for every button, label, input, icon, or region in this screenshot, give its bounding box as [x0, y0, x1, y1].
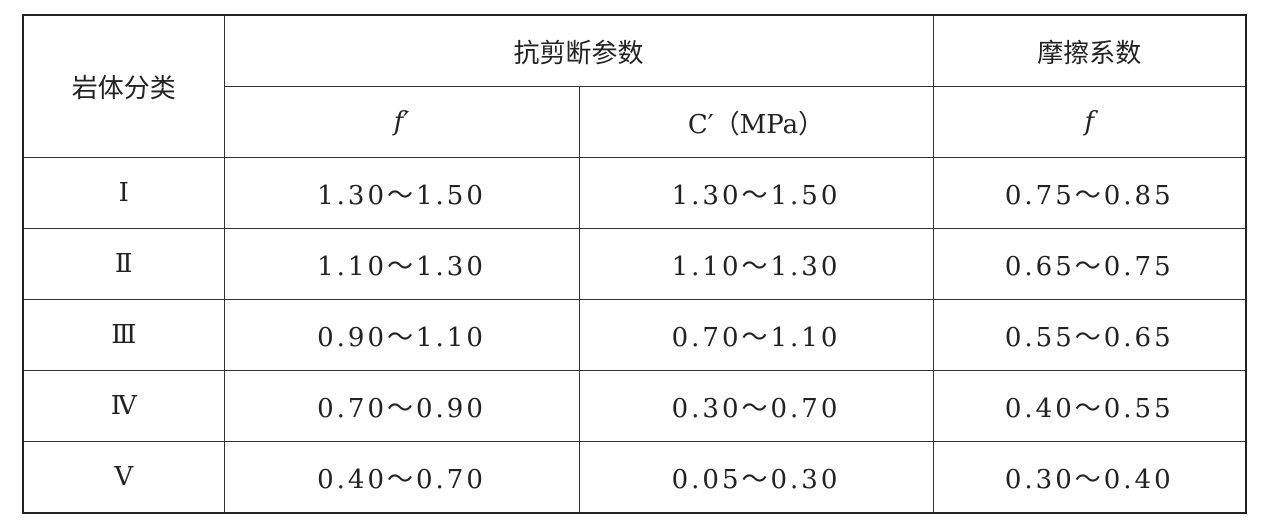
subheader-cell: f — [932, 86, 1247, 158]
header-row: 岩体分类 抗剪断参数 摩擦系数 — [22, 14, 1247, 158]
table-row: Ⅴ 0.40～0.70 0.05～0.30 0.30～0.40 — [22, 441, 1247, 514]
value-cell: 0.05～0.30 — [578, 441, 934, 514]
value-cell: 1.30～1.50 — [578, 157, 934, 229]
subheader-cell: C′（MPa） — [578, 86, 934, 158]
subheader-row: f′ C′（MPa） f — [23, 86, 1247, 158]
value-cell: 0.40～0.70 — [223, 441, 580, 514]
header-cell: 岩体分类 — [22, 14, 225, 158]
value-cell: 0.75～0.85 — [932, 157, 1247, 229]
value-cell: 0.30～0.40 — [932, 441, 1247, 514]
header-cell: 抗剪断参数 — [223, 14, 934, 87]
value-cell: 0.65～0.75 — [932, 228, 1247, 300]
row-label: Ⅳ — [22, 370, 225, 442]
table-row: Ⅱ 1.10～1.30 1.10～1.30 0.65～0.75 — [22, 228, 1247, 300]
value-cell: 1.10～1.30 — [223, 228, 580, 300]
value-cell: 0.40～0.55 — [932, 370, 1247, 442]
value-cell: 0.30～0.70 — [578, 370, 934, 442]
table-row: Ⅳ 0.70～0.90 0.30～0.70 0.40～0.55 — [22, 370, 1247, 442]
data-table: 岩体分类 抗剪断参数 摩擦系数 f′ C′（MPa） f Ⅰ 1.30～1.50 1… — [22, 14, 1248, 514]
value-cell: 0.55～0.65 — [932, 299, 1247, 371]
row-label: Ⅴ — [22, 441, 225, 514]
value-cell: 0.70～1.10 — [578, 299, 934, 371]
table-row: Ⅲ 0.90～1.10 0.70～1.10 0.55～0.65 — [22, 299, 1247, 371]
value-cell: 0.70～0.90 — [223, 370, 580, 442]
row-label: Ⅱ — [22, 228, 225, 300]
row-label: Ⅲ — [22, 299, 225, 371]
header-cell: 摩擦系数 — [932, 14, 1247, 87]
value-cell: 1.10～1.30 — [578, 228, 934, 300]
value-cell: 1.30～1.50 — [223, 157, 580, 229]
value-cell: 0.90～1.10 — [223, 299, 580, 371]
row-label: Ⅰ — [22, 157, 225, 229]
subheader-cell: f′ — [223, 86, 580, 158]
table-body: Ⅰ 1.30～1.50 1.30～1.50 0.75～0.85 Ⅱ 1.10～1.30 1.… — [22, 157, 1247, 514]
table-row: Ⅰ 1.30～1.50 1.30～1.50 0.75～0.85 — [22, 157, 1247, 229]
